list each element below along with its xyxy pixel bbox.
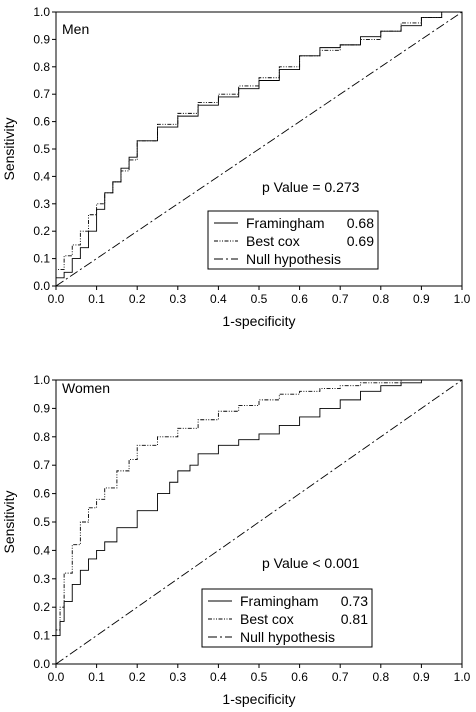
- chart-0-y-tick-label: 0.6: [33, 115, 50, 129]
- chart-1-x-tick-label: 0.5: [251, 670, 268, 684]
- chart-0-x-tick-label: 0.1: [88, 292, 105, 306]
- chart-0-x-tick-label: 0.4: [210, 292, 227, 306]
- chart-1-legend-label-best-cox: Best cox: [240, 611, 294, 627]
- chart-1-x-tick-label: 0.2: [129, 670, 146, 684]
- chart-1-x-tick-label: 0.0: [48, 670, 65, 684]
- chart-0-y-tick-label: 0.9: [33, 32, 50, 46]
- chart-1-y-tick-label: 0.9: [33, 401, 50, 415]
- chart-1-y-tick-label: 0.6: [33, 487, 50, 501]
- chart-0-series-framingham-line: [55, 11, 462, 286]
- chart-0-x-tick-label: 0.0: [48, 292, 65, 306]
- chart-0: 0.0 0.1 0.2 0.3 0.4 0.5 0.6 0.7 0.8 0.9 1.0 0.0 0.1 0…: [1, 5, 471, 329]
- chart-1-series-best-cox-line: [55, 379, 462, 664]
- chart-1-y-tick-label: 0.1: [33, 629, 50, 643]
- chart-0-y-tick-label: 0.1: [33, 252, 50, 266]
- chart-1-legend-label-framingham: Framingham: [240, 593, 319, 609]
- chart-0-x-tick-label: 0.5: [251, 292, 268, 306]
- chart-1: 0.0 0.1 0.2 0.3 0.4 0.5 0.6 0.7 0.8 0.9 1.0 0.0 0.1 0…: [1, 373, 471, 707]
- chart-1-x-tick-label: 1.0: [454, 670, 471, 684]
- chart-0-legend-label-framingham: Framingham: [246, 215, 325, 231]
- chart-0-y-tick-label: 0.0: [33, 279, 50, 293]
- chart-0-x-tick-label: 0.7: [332, 292, 349, 306]
- chart-1-y-tick-label: 0.7: [33, 458, 50, 472]
- chart-1-legend-label-null-hypothesis: Null hypothesis: [240, 629, 335, 645]
- chart-1-y-tick-label: 0.0: [33, 657, 50, 671]
- chart-0-x-tick-label: 1.0: [454, 292, 471, 306]
- chart-0-series-best-cox-line: [55, 11, 462, 286]
- chart-1-y-tick-label: 0.2: [33, 600, 50, 614]
- chart-1-panel-label: Women: [62, 380, 110, 396]
- chart-0-p-value-annotation: p Value = 0.273: [262, 179, 360, 195]
- chart-1-y-tick-label: 0.5: [33, 515, 50, 529]
- chart-0-legend-label-null-hypothesis: Null hypothesis: [246, 251, 341, 267]
- chart-1-y-tick-label: 1.0: [33, 373, 50, 387]
- chart-1-x-tick-label: 0.8: [372, 670, 389, 684]
- chart-1-series-framingham-line: [55, 379, 462, 664]
- chart-0-y-tick-label: 0.4: [33, 169, 50, 183]
- chart-0-x-tick-label: 0.9: [413, 292, 430, 306]
- chart-0-x-tick-label: 0.3: [169, 292, 186, 306]
- chart-0-y-tick-label: 0.7: [33, 87, 50, 101]
- chart-0-y-tick-label: 0.3: [33, 197, 50, 211]
- chart-1-x-tick-label: 0.1: [88, 670, 105, 684]
- chart-1-x-tick-label: 0.3: [169, 670, 186, 684]
- chart-1-x-tick-label: 0.6: [291, 670, 308, 684]
- chart-1-p-value-annotation: p Value < 0.001: [262, 555, 360, 571]
- chart-1-x-tick-label: 0.4: [210, 670, 227, 684]
- chart-1-y-axis-title: Sensitivity: [1, 490, 17, 553]
- chart-1-legend-auc-best-cox: 0.81: [341, 611, 368, 627]
- chart-1-y-tick-label: 0.8: [33, 430, 50, 444]
- chart-1-legend: Framingham 0.73 Best cox 0.81 Null hypothesi…: [201, 588, 373, 648]
- chart-0-panel-label: Men: [62, 21, 89, 37]
- chart-0-legend-auc-framingham: 0.68: [347, 215, 374, 231]
- chart-0-legend-auc-best-cox: 0.69: [347, 233, 374, 249]
- chart-1-legend-auc-framingham: 0.73: [341, 593, 368, 609]
- chart-0-x-tick-label: 0.2: [129, 292, 146, 306]
- chart-0-x-axis-title: 1-specificity: [222, 313, 295, 329]
- chart-0-y-tick-label: 0.8: [33, 60, 50, 74]
- chart-0-y-axis-title: Sensitivity: [1, 117, 17, 180]
- chart-1-series-null-hypothesis-line: [55, 379, 463, 665]
- chart-0-x-tick-label: 0.8: [372, 292, 389, 306]
- chart-0-legend: Framingham 0.68 Best cox 0.69 Null hypothesi…: [207, 210, 379, 270]
- chart-0-y-tick-label: 0.2: [33, 224, 50, 238]
- chart-0-x-tick-label: 0.6: [291, 292, 308, 306]
- chart-0-series-null-hypothesis-line: [55, 11, 463, 287]
- chart-1-x-tick-label: 0.9: [413, 670, 430, 684]
- chart-1-y-tick-label: 0.3: [33, 572, 50, 586]
- chart-0-y-tick-label: 1.0: [33, 5, 50, 19]
- chart-0-legend-label-best-cox: Best cox: [246, 233, 300, 249]
- chart-1-x-axis-title: 1-specificity: [222, 691, 295, 707]
- chart-1-x-tick-label: 0.7: [332, 670, 349, 684]
- chart-1-y-tick-label: 0.4: [33, 543, 50, 557]
- chart-0-y-tick-label: 0.5: [33, 142, 50, 156]
